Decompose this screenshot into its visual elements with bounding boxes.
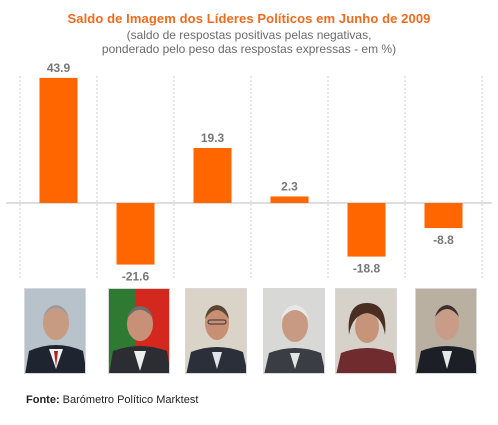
chart-subtitle: (saldo de respostas positivas pelas nega… (101, 28, 397, 56)
data-label: -18.8 (353, 262, 381, 276)
source-text: Barómetro Político Marktest (62, 394, 199, 406)
bar (347, 203, 386, 257)
chart-title: Saldo de Imagem dos Líderes Políticos em… (67, 11, 431, 26)
portrait-6 (415, 288, 477, 374)
data-label: 19.3 (201, 131, 225, 145)
portrait-3 (185, 288, 247, 374)
bar (39, 77, 78, 203)
bar (424, 203, 463, 229)
data-label: -21.6 (122, 270, 150, 284)
portrait-2 (108, 288, 170, 374)
bar (270, 196, 309, 203)
portrait-1 (24, 288, 86, 374)
source-note: Fonte: Barómetro Político Marktest (26, 394, 198, 406)
portrait-5 (335, 288, 397, 374)
bar (116, 203, 155, 265)
data-label: -8.8 (433, 233, 454, 247)
bar (193, 147, 232, 203)
data-label: 43.9 (47, 61, 71, 75)
data-label: 2.3 (281, 179, 298, 193)
bar-chart: 43.9 -21.6 19.3 2.3 -18.8 -8.8 (6, 61, 492, 284)
portrait-4 (263, 288, 325, 374)
source-label: Fonte: (26, 394, 60, 406)
